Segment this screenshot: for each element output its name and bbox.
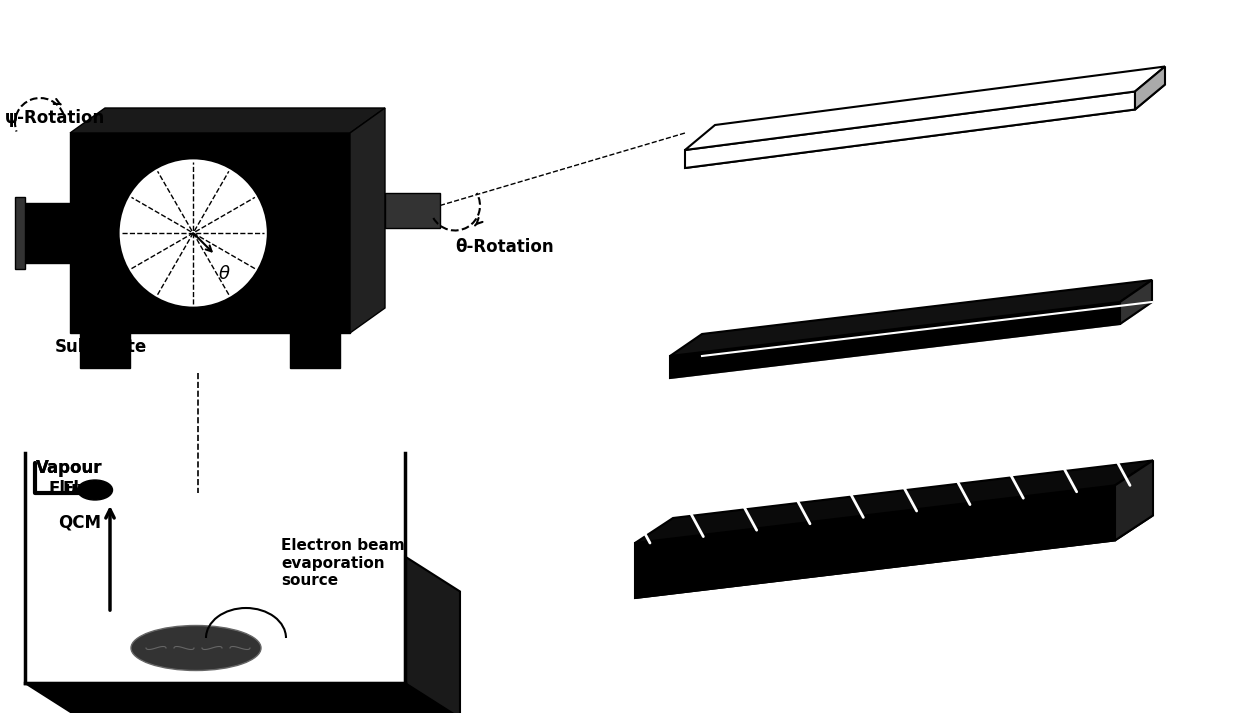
Polygon shape — [670, 302, 1152, 378]
Polygon shape — [684, 91, 1135, 168]
Polygon shape — [25, 683, 460, 713]
Text: θ: θ — [218, 265, 229, 283]
Polygon shape — [1120, 280, 1152, 324]
Polygon shape — [405, 557, 460, 713]
Ellipse shape — [131, 625, 260, 670]
Text: Substrate: Substrate — [55, 338, 148, 356]
Polygon shape — [69, 133, 350, 333]
Polygon shape — [25, 203, 69, 263]
Polygon shape — [635, 515, 1153, 598]
Polygon shape — [684, 85, 1166, 168]
Polygon shape — [350, 108, 384, 333]
Polygon shape — [684, 66, 1166, 150]
Polygon shape — [81, 333, 130, 368]
Polygon shape — [670, 302, 1120, 378]
Text: QCM: QCM — [58, 513, 102, 531]
Polygon shape — [384, 193, 440, 228]
Polygon shape — [69, 108, 384, 133]
Polygon shape — [635, 486, 1115, 598]
Circle shape — [118, 158, 268, 308]
Polygon shape — [15, 197, 25, 269]
Polygon shape — [290, 333, 340, 368]
Text: Vapour
Flux: Vapour Flux — [36, 459, 102, 498]
Polygon shape — [1115, 461, 1153, 540]
Text: ψ-Rotation: ψ-Rotation — [5, 109, 105, 127]
Text: Vapour
Flux: Vapour Flux — [36, 459, 102, 498]
Ellipse shape — [77, 480, 113, 500]
Text: Electron beam
evaporation
source: Electron beam evaporation source — [281, 538, 404, 588]
Polygon shape — [635, 461, 1153, 543]
Polygon shape — [1135, 66, 1166, 110]
Text: θ-Rotation: θ-Rotation — [455, 238, 553, 256]
Polygon shape — [670, 280, 1152, 356]
